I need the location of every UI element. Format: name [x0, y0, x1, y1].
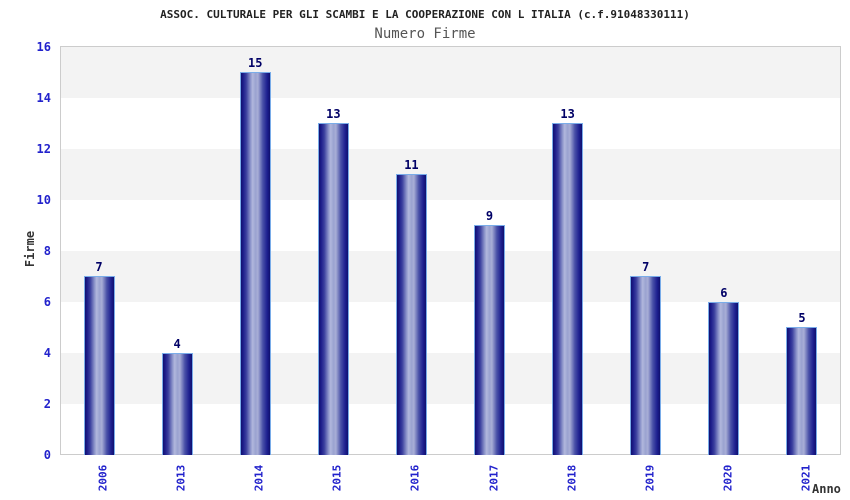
bar-value-label-2021: 5 — [798, 311, 806, 325]
y-tick-label-0: 0 — [43, 448, 51, 462]
bar-value-label-2020: 6 — [720, 286, 728, 300]
bar-value-label-2019: 7 — [642, 260, 650, 274]
y-tick-label-10: 10 — [36, 193, 51, 207]
y-axis-title: Firme — [23, 230, 37, 268]
bar-2014[interactable] — [239, 72, 271, 455]
bar-value-label-2015: 13 — [326, 107, 341, 121]
y-tick-label-14: 14 — [36, 91, 51, 105]
bar-2015[interactable] — [317, 123, 349, 455]
bar-value-label-2013: 4 — [173, 337, 181, 351]
bar-2019[interactable] — [630, 276, 662, 455]
chart-title: ASSOC. CULTURALE PER GLI SCAMBI E LA COO… — [160, 8, 690, 21]
bar-value-label-2017: 9 — [485, 209, 494, 223]
x-tick-label-2016: 2016 — [408, 464, 422, 492]
chart-subtitle: Numero Firme — [374, 26, 476, 42]
bar-value-label-2006: 7 — [95, 260, 103, 274]
x-tick-label-2013: 2013 — [174, 464, 188, 492]
x-tick-label-2017: 2017 — [487, 464, 501, 492]
bar-value-label-2014: 15 — [248, 56, 263, 70]
bar-2018[interactable] — [552, 123, 584, 455]
y-tick-label-2: 2 — [43, 397, 51, 411]
bar-value-label-2016: 11 — [404, 158, 419, 172]
y-tick-label-8: 8 — [43, 244, 51, 258]
bar-2021[interactable] — [786, 327, 818, 455]
x-tick-label-2014: 2014 — [252, 464, 266, 492]
y-tick-label-16: 16 — [36, 40, 51, 54]
x-tick-label-2015: 2015 — [330, 464, 344, 492]
x-tick-label-2019: 2019 — [643, 464, 657, 492]
bar-2006[interactable] — [83, 276, 115, 455]
x-axis-title: Anno — [812, 482, 841, 496]
x-tick-label-2020: 2020 — [721, 464, 735, 492]
x-tick-label-2021: 2021 — [799, 464, 813, 492]
x-tick-label-2006: 2006 — [96, 464, 110, 492]
y-tick-label-4: 4 — [43, 346, 51, 360]
bar-2016[interactable] — [395, 174, 427, 455]
bar-2013[interactable] — [161, 353, 193, 455]
bar-2017[interactable] — [474, 225, 506, 455]
bar-value-label-2018: 13 — [560, 107, 575, 121]
y-tick-label-6: 6 — [43, 295, 51, 309]
bar-2020[interactable] — [708, 302, 740, 455]
y-tick-label-12: 12 — [36, 142, 51, 156]
x-tick-label-2018: 2018 — [565, 464, 579, 492]
